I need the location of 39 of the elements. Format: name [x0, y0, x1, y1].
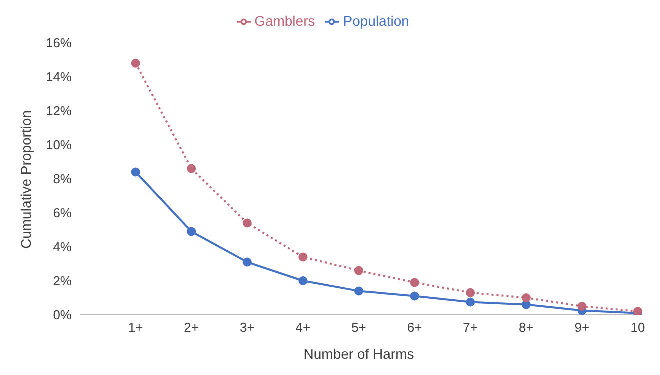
point [354, 286, 364, 296]
y-tick-label: 4% [53, 240, 72, 255]
x-tick-label: 10 [630, 320, 646, 336]
legend-label: Gamblers [254, 13, 316, 29]
point [187, 227, 196, 236]
y-tick-label: 8% [53, 172, 72, 187]
x-tick-label: 7+ [463, 320, 478, 336]
point [578, 302, 587, 311]
point [131, 168, 140, 177]
point [131, 58, 140, 68]
y-tick-label: 16% [46, 36, 72, 51]
y-tick-label: 0% [53, 308, 72, 323]
point [187, 164, 196, 174]
point [298, 276, 308, 286]
x-tick-label: 6+ [407, 320, 422, 336]
x-tick-label: 8+ [518, 320, 534, 336]
point [354, 266, 364, 276]
x-tick-label: 3+ [240, 320, 255, 336]
point [410, 278, 420, 288]
point [466, 288, 476, 298]
point [242, 258, 252, 267]
x-tick-label: 1+ [128, 320, 144, 336]
legend-label: Population [343, 13, 410, 29]
point [522, 294, 531, 302]
y-tick-label: 12% [46, 104, 72, 119]
point [298, 252, 308, 262]
point [242, 218, 252, 228]
x-tick-label: 5+ [352, 320, 366, 336]
point [466, 298, 476, 307]
x-tick-label: 9+ [574, 320, 590, 336]
y-tick-label: 6% [53, 206, 72, 221]
point [410, 292, 420, 301]
x-tick-label: 4+ [296, 320, 311, 336]
y-tick-label: 10% [46, 138, 72, 153]
y-tick-label: 2% [53, 274, 72, 289]
x-axis-title: Number of Harms [304, 346, 414, 362]
y-tick-label: 14% [46, 70, 72, 85]
y-axis-title: Cumulative Proportion [18, 110, 34, 249]
x-tick-label: 2+ [184, 320, 200, 336]
